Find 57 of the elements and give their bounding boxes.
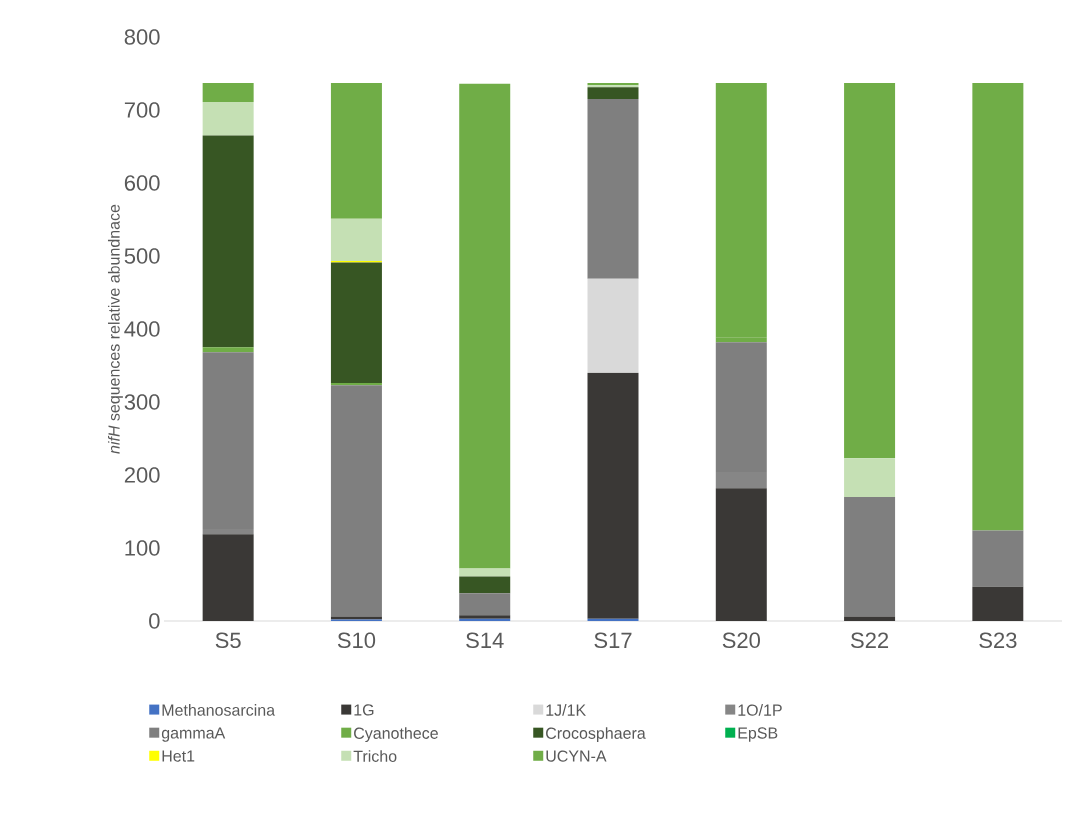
legend-label: gammaA <box>161 727 226 742</box>
bar <box>202 347 254 353</box>
bar <box>844 82 896 459</box>
bar <box>587 99 639 279</box>
bar <box>715 488 767 621</box>
y-tick-label: 400 <box>124 321 160 337</box>
x-tick-label: S20 <box>722 632 760 649</box>
y-tick-label: 800 <box>124 29 160 45</box>
x-tick-label: S5 <box>215 632 241 649</box>
y-tick-label: 300 <box>124 394 160 410</box>
bar <box>330 82 382 219</box>
legend-label: Het1 <box>162 750 195 762</box>
bar <box>459 83 511 569</box>
y-tick-label: 100 <box>125 540 160 556</box>
x-tick-label: S23 <box>979 632 1017 649</box>
bar <box>330 218 382 262</box>
legend-label: 1J/1K <box>546 704 586 716</box>
bar <box>844 616 896 621</box>
legend-label: EpSB <box>738 727 778 742</box>
legend-label: Cyanothece <box>354 727 438 743</box>
bar <box>587 87 639 100</box>
bar <box>587 372 639 619</box>
bar <box>972 82 1024 531</box>
bar <box>715 82 767 338</box>
bar <box>330 262 382 384</box>
bar <box>587 278 639 373</box>
bar <box>844 496 896 617</box>
legend-label: 1G <box>354 704 374 716</box>
bar <box>587 618 639 621</box>
bar <box>459 568 511 577</box>
legend-label: Crocosphaera <box>546 727 646 743</box>
y-tick-label: 200 <box>124 467 160 483</box>
bar <box>972 586 1024 621</box>
bar <box>972 530 1024 587</box>
legend-label: UCYN-A <box>546 750 607 762</box>
y-tick-label: 500 <box>124 248 160 264</box>
x-tick-label: S22 <box>851 632 889 649</box>
legend-label: Methanosarcina <box>162 704 276 716</box>
legend-label: 1O/1P <box>738 704 782 716</box>
y-axis-title: nifH sequences relative abundnace <box>107 204 123 454</box>
x-tick-label: S17 <box>594 632 632 649</box>
y-tick-label: 600 <box>124 175 160 191</box>
bar <box>202 352 254 530</box>
x-tick-label: S14 <box>466 632 504 649</box>
legend-label: Tricho <box>353 750 397 762</box>
bar <box>202 101 254 136</box>
y-tick-label: 700 <box>124 102 160 118</box>
bar <box>459 593 511 616</box>
bar <box>844 458 896 497</box>
bar <box>202 82 254 102</box>
bar <box>459 576 511 594</box>
y-tick-label: 0 <box>149 613 160 629</box>
bar <box>330 383 382 386</box>
bar <box>330 385 382 617</box>
bar <box>202 534 254 621</box>
bar <box>202 135 254 348</box>
x-tick-label: S10 <box>337 632 376 649</box>
